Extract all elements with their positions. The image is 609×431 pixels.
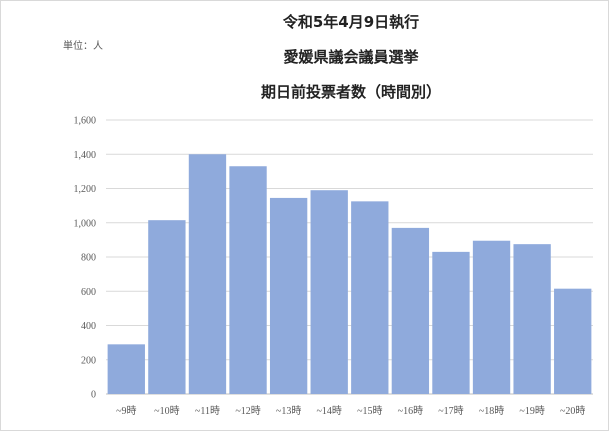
bar — [310, 190, 348, 394]
bar — [148, 220, 186, 394]
x-tick-label: ~15時 — [357, 405, 382, 417]
bar — [513, 244, 551, 394]
y-tick-label: 1,200 — [74, 184, 97, 195]
y-tick-label: 200 — [81, 355, 96, 366]
bar — [391, 227, 430, 394]
x-tick-label: ~18時 — [479, 405, 504, 417]
y-tick-label: 1,600 — [74, 116, 97, 127]
x-tick-label: ~10時 — [154, 405, 179, 417]
chart-title-line-2: 愛媛県議会議員選挙 — [283, 48, 419, 66]
y-tick-label: 400 — [81, 321, 96, 332]
y-tick-label: 800 — [81, 253, 96, 264]
x-tick-label: ~12時 — [235, 405, 260, 417]
y-tick-label: 1,000 — [74, 218, 97, 229]
x-tick-label: ~19時 — [519, 405, 544, 417]
bar — [432, 251, 470, 394]
x-tick-label: ~17時 — [438, 405, 463, 417]
x-tick-label: ~9時 — [116, 405, 136, 417]
bar — [188, 154, 227, 394]
bar — [472, 240, 511, 394]
y-tick-label: 0 — [91, 390, 96, 401]
bar — [269, 197, 308, 394]
bar — [229, 166, 267, 394]
x-tick-label: ~16時 — [398, 405, 423, 417]
x-tick-label: ~20時 — [560, 405, 585, 417]
x-tick-label: ~14時 — [316, 405, 341, 417]
bar — [107, 344, 145, 394]
y-tick-label: 600 — [81, 287, 96, 298]
bar — [351, 201, 389, 394]
x-tick-label: ~13時 — [276, 405, 301, 417]
y-tick-label: 1,400 — [74, 150, 97, 161]
chart-title-line-3: 期日前投票者数（時間別） — [260, 83, 441, 101]
x-tick-label: ~11時 — [195, 405, 220, 417]
chart-title-line-1: 令和5年4月9日執行 — [282, 13, 420, 31]
unit-label: 単位：人 — [63, 41, 103, 52]
bar — [554, 288, 592, 394]
